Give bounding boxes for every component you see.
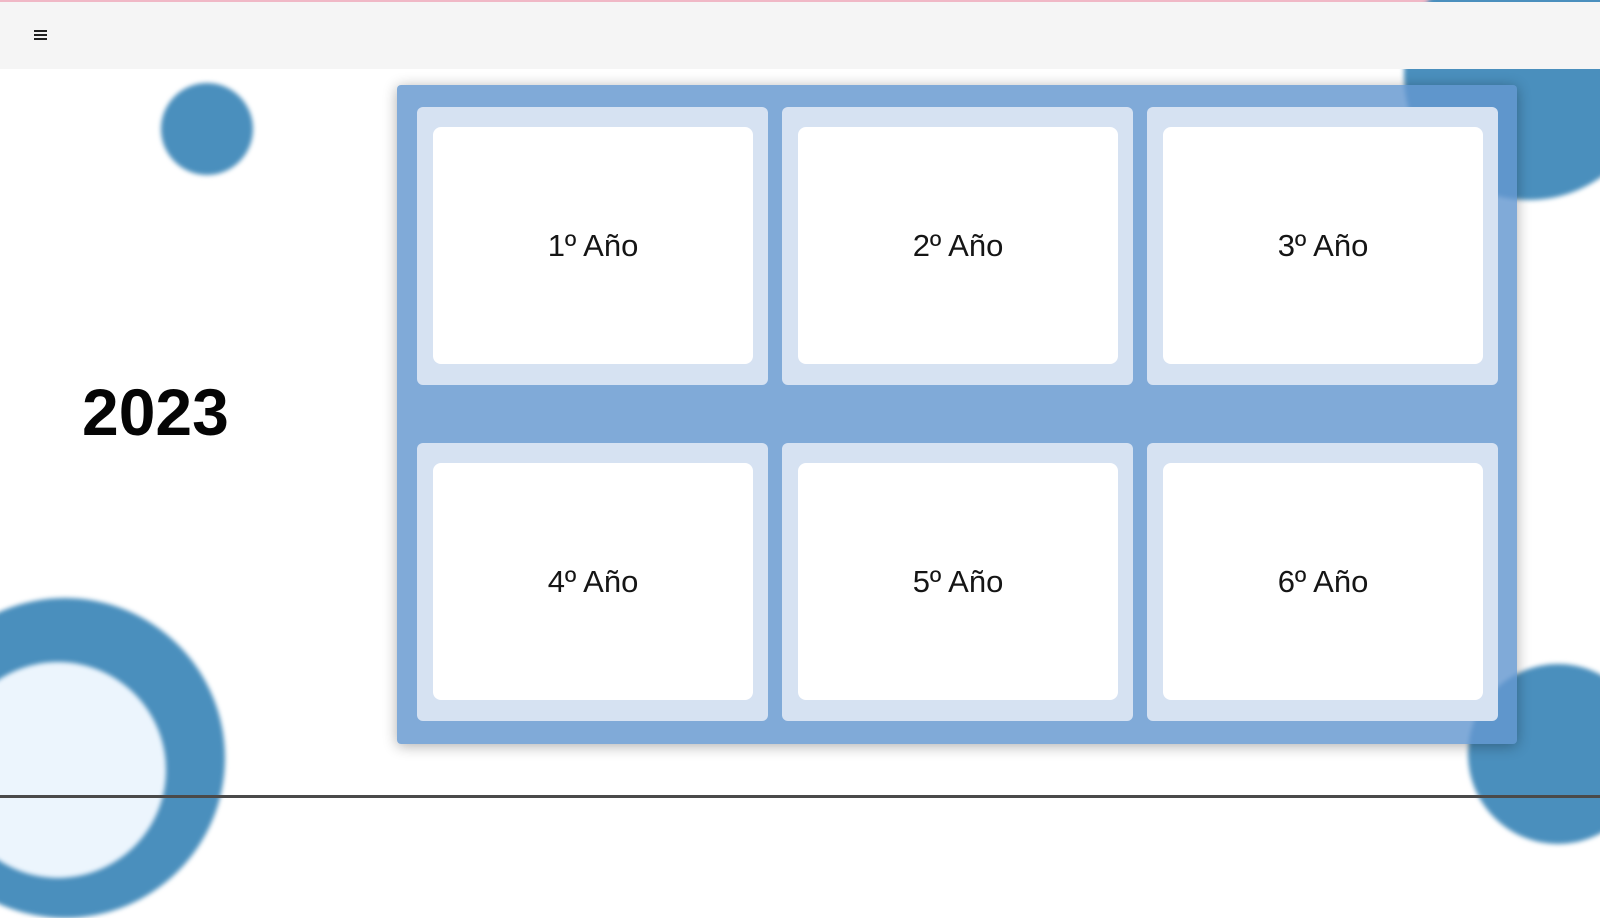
year-card-body[interactable]: 2º Año <box>798 127 1118 364</box>
year-card-body[interactable]: 6º Año <box>1163 463 1483 700</box>
year-card-1[interactable]: 1º Año <box>417 107 768 385</box>
year-card-3[interactable]: 3º Año <box>1147 107 1498 385</box>
year-card-label: 4º Año <box>547 563 639 599</box>
year-card-body[interactable]: 1º Año <box>433 127 753 364</box>
year-card-body[interactable]: 5º Año <box>798 463 1118 700</box>
decorative-circle <box>161 83 253 175</box>
year-grid: 1º Año 2º Año 3º Año 4º Año 5º Año 6º Añ… <box>397 85 1517 744</box>
year-card-label: 5º Año <box>912 563 1004 599</box>
year-card-label: 2º Año <box>912 227 1004 263</box>
year-card-label: 1º Año <box>547 227 639 263</box>
bottom-edge-bar <box>0 795 1600 798</box>
top-bar <box>0 2 1600 69</box>
year-card-2[interactable]: 2º Año <box>782 107 1133 385</box>
year-card-4[interactable]: 4º Año <box>417 443 768 721</box>
year-title: 2023 <box>82 375 229 449</box>
year-card-body[interactable]: 3º Año <box>1163 127 1483 364</box>
year-card-label: 6º Año <box>1277 563 1369 599</box>
year-card-6[interactable]: 6º Año <box>1147 443 1498 721</box>
hamburger-menu-icon[interactable] <box>34 28 48 42</box>
year-card-body[interactable]: 4º Año <box>433 463 753 700</box>
year-card-5[interactable]: 5º Año <box>782 443 1133 721</box>
year-card-label: 3º Año <box>1277 227 1369 263</box>
top-accent-line <box>0 0 1600 2</box>
